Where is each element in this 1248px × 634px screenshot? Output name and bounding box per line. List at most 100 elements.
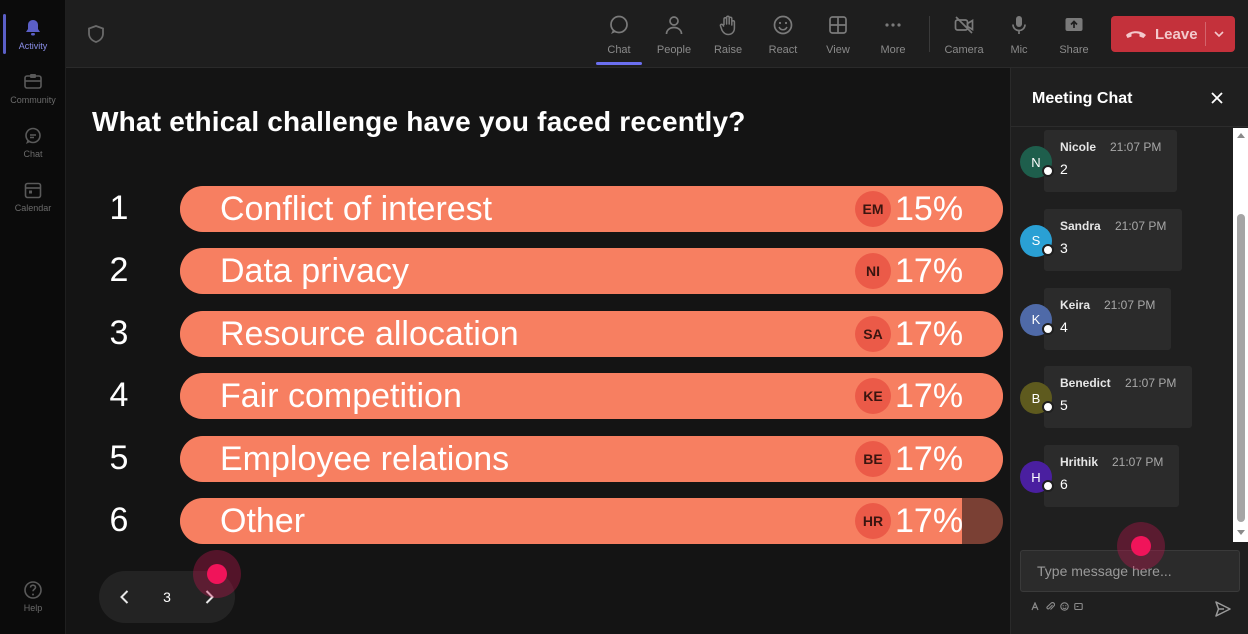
rail-item-help[interactable]: Help: [0, 570, 66, 618]
leave-button[interactable]: Leave: [1111, 16, 1235, 52]
message-text: 2: [1060, 161, 1068, 177]
grid-icon: [829, 16, 847, 34]
raise-hand-button-label: Raise: [713, 44, 743, 56]
more-button[interactable]: More: [868, 10, 918, 60]
toolbar-divider: [929, 16, 930, 52]
option-number: 1: [109, 189, 129, 227]
microphone-icon: [1012, 16, 1026, 34]
close-icon[interactable]: [1209, 90, 1225, 106]
option-number: 4: [109, 376, 129, 415]
chevron-right-icon[interactable]: [199, 587, 219, 607]
option-bar[interactable]: Resource allocation SA 17%: [180, 310, 1003, 357]
message-bubble[interactable]: Benedict 21:07 PM 5: [1044, 366, 1192, 429]
option-bar[interactable]: Other HR 17%: [180, 498, 1003, 544]
chat-message-input[interactable]: [1020, 550, 1240, 592]
people-icon: [665, 16, 683, 35]
message-bubble[interactable]: Keira 21:07 PM 4: [1044, 287, 1171, 350]
shield-icon[interactable]: [86, 24, 106, 44]
hang-up-icon: [1126, 31, 1146, 38]
view-button[interactable]: View: [813, 10, 863, 60]
option-label: Data privacy: [220, 252, 409, 291]
option-bar[interactable]: Fair competition KE 17%: [180, 373, 1003, 420]
page-number: 3: [163, 589, 171, 605]
chat-scrollbar[interactable]: [1233, 128, 1248, 542]
camera-button-label: Camera: [944, 44, 984, 56]
people-button-label: People: [656, 44, 692, 56]
chat-button[interactable]: Chat: [594, 10, 644, 65]
option-percent: 17%: [895, 377, 964, 416]
people-button[interactable]: People: [649, 10, 699, 60]
chat-message: Nicole 21:07 PM 2 N: [1011, 130, 1233, 196]
rail-item-label: Calendar: [14, 203, 52, 213]
poll-option: 3 Resource allocation SA 17%: [66, 310, 1010, 359]
gif-icon[interactable]: [1074, 602, 1083, 611]
view-button-label: View: [826, 44, 850, 56]
bell-icon: [26, 20, 40, 36]
voter-avatar: BE: [855, 440, 891, 477]
rail-item-label: Help: [23, 603, 43, 613]
camera-button[interactable]: Camera: [939, 10, 989, 60]
raise-hand-button[interactable]: Raise: [703, 10, 753, 60]
scrollbar-thumb[interactable]: [1237, 214, 1245, 522]
format-icon[interactable]: [1031, 602, 1040, 611]
rail-item-chat[interactable]: Chat: [0, 116, 66, 164]
presence-status: [1042, 401, 1054, 414]
message-text: 4: [1060, 318, 1068, 335]
message-time: 21:07 PM: [1125, 376, 1177, 391]
mic-button-label: Mic: [1010, 44, 1028, 56]
rail-item-calendar[interactable]: Calendar: [0, 170, 66, 218]
poll-option: 5 Employee relations BE 17%: [66, 435, 1010, 484]
scroll-up-arrow-icon[interactable]: [1237, 132, 1245, 138]
help-icon: [24, 581, 42, 599]
presence-status: [1042, 322, 1054, 335]
message-sender: Benedict: [1060, 376, 1111, 391]
share-button[interactable]: Share: [1049, 10, 1099, 60]
mic-button[interactable]: Mic: [994, 10, 1044, 60]
message-text: 3: [1060, 239, 1068, 256]
calendar-icon: [24, 182, 42, 199]
presence-status: [1042, 480, 1054, 493]
option-bar[interactable]: Employee relations BE 17%: [180, 435, 1003, 482]
option-percent: 15%: [895, 190, 964, 228]
option-number: 3: [109, 313, 129, 352]
option-number: 6: [109, 501, 129, 539]
more-icon: [885, 23, 901, 27]
message-bubble[interactable]: Nicole 21:07 PM 2: [1044, 130, 1177, 192]
leave-divider: [1205, 22, 1206, 46]
scroll-down-arrow-icon[interactable]: [1237, 530, 1245, 536]
hand-icon: [719, 15, 736, 36]
message-sender: Nicole: [1060, 140, 1097, 154]
send-icon[interactable]: [1214, 600, 1232, 618]
option-percent: 17%: [895, 439, 964, 478]
page-navigator: 3: [99, 571, 235, 623]
option-label: Resource allocation: [220, 314, 519, 353]
message-time: 21:07 PM: [1110, 140, 1162, 154]
rail-item-label: Community: [10, 95, 56, 105]
share-button-label: Share: [1059, 44, 1089, 56]
option-percent: 17%: [895, 502, 964, 540]
react-button[interactable]: React: [758, 10, 808, 60]
option-bar[interactable]: Conflict of interest EM 15%: [180, 186, 1003, 232]
more-button-label: More: [880, 44, 906, 56]
rail-item-label: Chat: [23, 149, 43, 159]
voter-avatar: HR: [855, 503, 891, 539]
message-bubble[interactable]: Sandra 21:07 PM 3: [1044, 208, 1182, 271]
chat-button-label: Chat: [607, 44, 631, 56]
meeting-toolbar: Chat People Raise React View More Camera…: [66, 0, 1248, 68]
emoji-icon[interactable]: [1060, 602, 1069, 611]
voter-avatar: SA: [855, 315, 891, 352]
pointer-highlight: [193, 550, 241, 598]
chevron-down-icon[interactable]: [1213, 28, 1225, 40]
option-number: 5: [109, 438, 129, 477]
meeting-chat-panel: Meeting Chat Nicole 21:07 PM 2 N Sandra 21:07…: [1010, 68, 1248, 634]
option-bar[interactable]: Data privacy NI 17%: [180, 248, 1003, 295]
message-bubble[interactable]: Hrithik 21:07 PM 6: [1044, 445, 1179, 508]
message-time: 21:07 PM: [1104, 297, 1156, 312]
message-sender: Hrithik: [1060, 455, 1099, 470]
rail-item-activity[interactable]: Activity: [0, 8, 66, 56]
rail-item-community[interactable]: Community: [0, 62, 66, 110]
chevron-left-icon[interactable]: [115, 587, 135, 607]
attach-icon[interactable]: [1046, 602, 1055, 611]
react-button-label: React: [768, 44, 798, 56]
leave-button-label: Leave: [1155, 25, 1198, 43]
